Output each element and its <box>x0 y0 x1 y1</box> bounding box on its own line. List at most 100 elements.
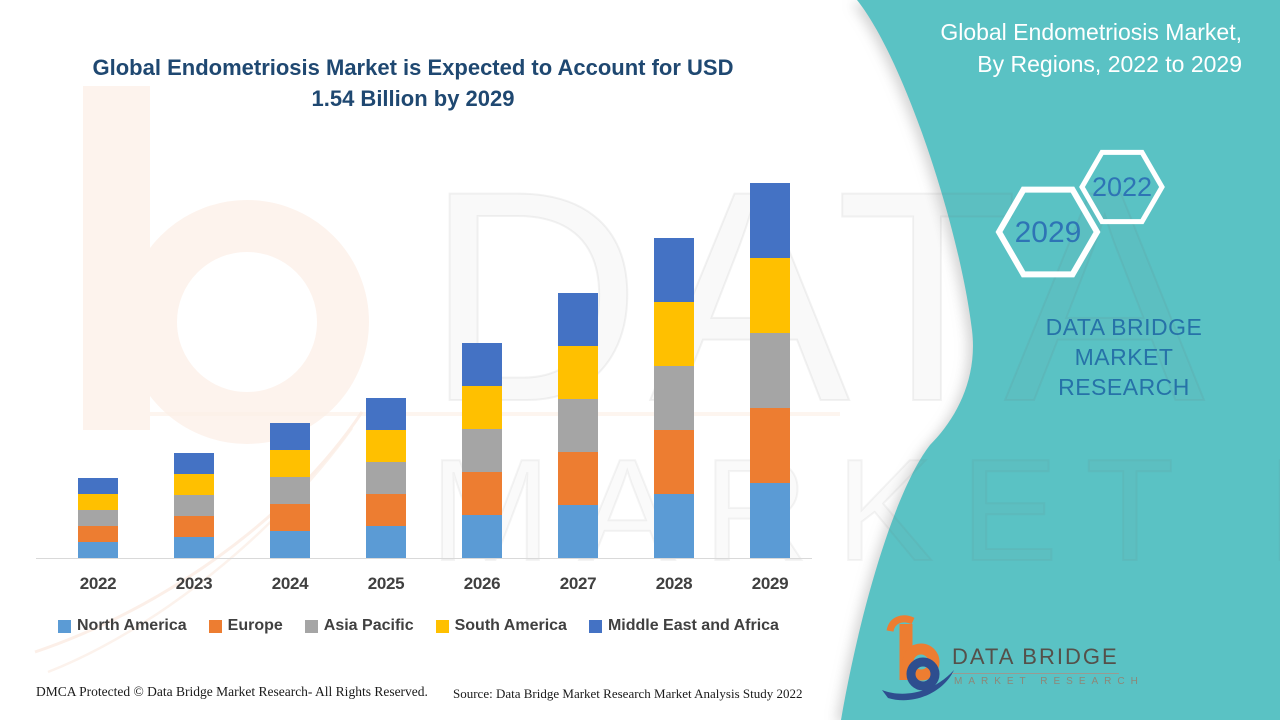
segment-north-america <box>270 531 310 558</box>
teal-panel <box>841 0 1280 720</box>
segment-north-america <box>750 483 790 558</box>
segment-asia-pacific <box>270 477 310 504</box>
segment-north-america <box>78 542 118 558</box>
bar-2029 <box>750 183 790 558</box>
bar-2025 <box>366 398 406 558</box>
legend-swatch <box>208 619 222 633</box>
logo-swoosh <box>882 670 954 701</box>
segment-europe <box>654 430 694 494</box>
chart-title: Global Endometriosis Market is Expected … <box>62 52 764 114</box>
segment-europe <box>366 494 406 526</box>
legend-item-asia-pacific: Asia Pacific <box>304 617 414 635</box>
segment-europe <box>78 526 118 542</box>
source-note: Source: Data Bridge Market Research Mark… <box>453 686 803 701</box>
legend-label: South America <box>454 617 567 634</box>
hexagon-2022 <box>1079 149 1165 225</box>
bar-2024 <box>270 423 310 558</box>
logo-b-hook <box>886 615 915 632</box>
segment-middle-east-and-africa <box>174 453 214 474</box>
segment-south-america <box>270 450 310 477</box>
segment-middle-east-and-africa <box>366 398 406 430</box>
hexagon-2029 <box>995 186 1101 278</box>
bar-2022 <box>78 478 118 558</box>
segment-middle-east-and-africa <box>654 238 694 302</box>
segment-asia-pacific <box>750 333 790 408</box>
segment-asia-pacific <box>654 366 694 430</box>
x-label-2023: 2023 <box>175 574 213 593</box>
legend-item-south-america: South America <box>435 617 567 635</box>
x-label-2022: 2022 <box>79 574 117 593</box>
segment-asia-pacific <box>558 399 598 452</box>
segment-north-america <box>462 515 502 558</box>
bar-2026 <box>462 343 502 558</box>
hexagon-2029-label: 2029 <box>1015 216 1082 249</box>
logo-tagline: MARKET RESEARCH <box>954 676 1144 687</box>
segment-north-america <box>366 526 406 558</box>
logo-wordmark: DATA BRIDGE <box>952 644 1119 674</box>
hexagon-badges: 2022 2029 <box>995 149 1165 278</box>
segment-europe <box>270 504 310 531</box>
x-label-2025: 2025 <box>367 574 405 593</box>
segment-europe <box>558 452 598 505</box>
side-panel-heading: Global Endometriosis Market, By Regions,… <box>940 16 1242 80</box>
segment-middle-east-and-africa <box>462 343 502 386</box>
logo-b-bowl-navy <box>906 657 940 691</box>
segment-asia-pacific <box>366 462 406 494</box>
segment-south-america <box>78 494 118 510</box>
x-axis-labels: 2022 2023 2024 2025 2026 2027 2028 2029 <box>50 574 818 594</box>
legend-label: North America <box>77 617 187 634</box>
dmca-notice: DMCA Protected © Data Bridge Market Rese… <box>36 684 428 699</box>
legend-swatch <box>435 619 449 633</box>
legend-swatch <box>304 619 318 633</box>
segment-south-america <box>366 430 406 462</box>
chart-title-line1: Global Endometriosis Market is Expected … <box>92 55 734 80</box>
segment-europe <box>174 516 214 537</box>
segment-south-america <box>558 346 598 399</box>
segment-north-america <box>558 505 598 558</box>
segment-south-america <box>174 474 214 495</box>
segment-europe <box>750 408 790 483</box>
side-heading-line2: By Regions, 2022 to 2029 <box>977 51 1242 77</box>
legend-swatch <box>58 619 71 633</box>
segment-south-america <box>750 258 790 333</box>
x-label-2028: 2028 <box>655 574 693 593</box>
databridge-logo-icon <box>882 615 954 701</box>
brand-caption-line1: DATA BRIDGE MARKET <box>1045 314 1203 370</box>
segment-asia-pacific <box>462 429 502 472</box>
side-heading-line1: Global Endometriosis Market, <box>940 19 1242 45</box>
segment-asia-pacific <box>78 510 118 526</box>
bar-2027 <box>558 293 598 558</box>
legend-item-north-america: North America <box>58 617 187 635</box>
segment-europe <box>462 472 502 515</box>
bar-2023 <box>174 453 214 558</box>
legend-label: Europe <box>227 617 283 634</box>
chart-legend: North America Europe Asia Pacific South Ame… <box>58 617 779 635</box>
chart-title-line2: 1.54 Billion by 2029 <box>311 86 515 111</box>
brand-caption: DATA BRIDGE MARKET RESEARCH <box>993 312 1255 402</box>
bar-chart <box>78 183 790 558</box>
segment-north-america <box>174 537 214 558</box>
x-label-2024: 2024 <box>271 574 309 593</box>
legend-swatch <box>588 619 602 633</box>
segment-asia-pacific <box>174 495 214 516</box>
legend-label: Asia Pacific <box>323 617 414 634</box>
legend-label: Middle East and Africa <box>607 617 779 634</box>
segment-middle-east-and-africa <box>78 478 118 494</box>
segment-south-america <box>654 302 694 366</box>
bar-2028 <box>654 238 694 558</box>
legend-item-middle-east-and-africa: Middle East and Africa <box>588 617 779 635</box>
x-label-2029: 2029 <box>751 574 789 593</box>
segment-middle-east-and-africa <box>558 293 598 346</box>
segment-middle-east-and-africa <box>270 423 310 450</box>
x-label-2027: 2027 <box>559 574 597 593</box>
brand-caption-line2: RESEARCH <box>1058 374 1190 400</box>
segment-south-america <box>462 386 502 429</box>
segment-north-america <box>654 494 694 558</box>
x-label-2026: 2026 <box>463 574 501 593</box>
segment-middle-east-and-africa <box>750 183 790 258</box>
logo-b-watermark <box>34 86 840 674</box>
hexagon-2022-label: 2022 <box>1092 172 1152 202</box>
x-axis-line <box>36 558 812 559</box>
legend-item-europe: Europe <box>208 617 283 635</box>
